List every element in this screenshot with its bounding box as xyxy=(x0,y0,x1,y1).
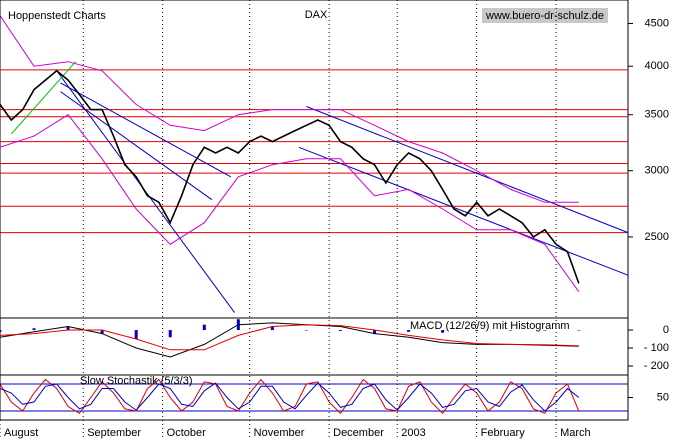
y-tick-label: 2500 xyxy=(645,231,669,243)
x-tick-label: December xyxy=(333,427,384,439)
series-line xyxy=(0,324,579,351)
histogram-bar xyxy=(134,330,138,340)
url-box xyxy=(482,8,608,23)
histogram-bar xyxy=(304,330,308,331)
source-label: Hoppenstedt Charts xyxy=(8,10,106,22)
histogram-bar xyxy=(338,330,342,331)
x-tick-label: November xyxy=(254,427,305,439)
histogram-bar xyxy=(475,330,479,331)
x-tick-label: February xyxy=(481,427,526,439)
series-line xyxy=(0,69,580,284)
histogram-bar xyxy=(100,330,104,334)
histogram-bar xyxy=(66,326,70,331)
series-line xyxy=(0,378,580,415)
histogram-bar xyxy=(373,330,377,334)
histogram-bar xyxy=(168,330,172,338)
x-tick-label: September xyxy=(87,427,141,439)
histogram-bar xyxy=(441,330,445,333)
y-tick-label: 0 xyxy=(663,324,669,336)
trend-line xyxy=(306,106,629,234)
histogram-bar xyxy=(407,330,411,332)
y-tick-label: 50 xyxy=(657,391,669,403)
trend-line xyxy=(60,82,232,178)
trend-line xyxy=(10,61,77,135)
histogram-bar xyxy=(270,326,274,331)
x-tick-label: March xyxy=(560,427,591,439)
y-tick-label: 4000 xyxy=(645,60,669,72)
histogram-bar xyxy=(577,330,581,331)
series-line xyxy=(0,322,579,358)
series-line xyxy=(0,382,580,412)
histogram-bar xyxy=(543,330,547,331)
y-tick-label: - 100 xyxy=(644,342,669,354)
histogram-bar xyxy=(32,328,36,331)
stoch-title: Slow Stochastik (5/3/3) xyxy=(80,375,193,387)
trend-line xyxy=(298,146,629,276)
x-tick-label: October xyxy=(167,427,206,439)
url-label: www.buero-dr-schulz.de xyxy=(485,10,604,22)
y-tick-label: 3500 xyxy=(645,109,669,121)
series-line xyxy=(0,114,580,292)
histogram-bar xyxy=(202,324,206,331)
x-tick-label: 2003 xyxy=(401,427,425,439)
histogram-bar xyxy=(0,330,2,332)
x-tick-label: August xyxy=(4,427,38,439)
y-tick-label: 3000 xyxy=(645,165,669,177)
macd-title: MACD (12/26/9) mit Histogramm xyxy=(410,320,570,332)
series-line xyxy=(0,15,579,203)
histogram-bar xyxy=(509,330,513,331)
y-tick-label: 4500 xyxy=(645,17,669,29)
y-tick-label: - 200 xyxy=(644,360,669,372)
chart-title: DAX xyxy=(305,9,328,21)
